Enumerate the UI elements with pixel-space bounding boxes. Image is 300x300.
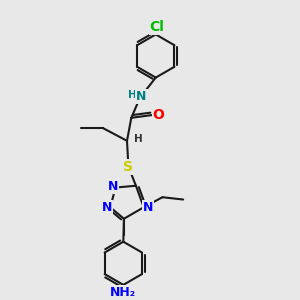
Text: H: H bbox=[128, 90, 136, 100]
Text: N: N bbox=[143, 201, 153, 214]
Text: NH₂: NH₂ bbox=[110, 286, 136, 299]
Text: S: S bbox=[123, 160, 134, 174]
Text: O: O bbox=[153, 108, 165, 122]
Text: H: H bbox=[134, 134, 142, 144]
Text: N: N bbox=[102, 201, 112, 214]
Text: Cl: Cl bbox=[150, 20, 165, 34]
Text: N: N bbox=[136, 90, 147, 103]
Text: N: N bbox=[108, 180, 119, 193]
